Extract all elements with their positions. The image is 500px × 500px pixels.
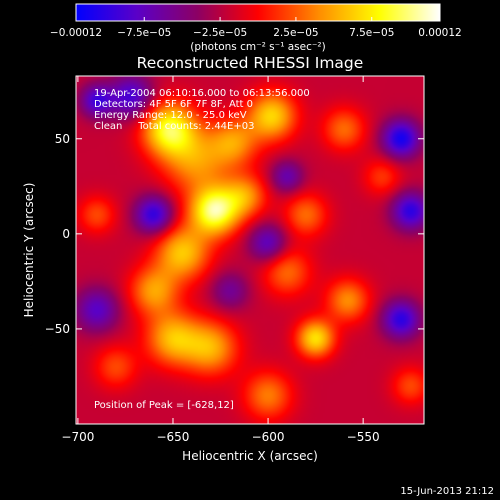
- colorbar-units: (photons cm⁻² s⁻¹ asec⁻²): [190, 41, 325, 53]
- annotation-time-range: 19-Apr-2004 06:10:16.000 to 06:13:56.000: [94, 88, 310, 99]
- y-axis-label: Heliocentric Y (arcsec): [22, 183, 36, 318]
- colorbar-tick-label: 0.00012: [418, 27, 461, 39]
- heatmap-image: [76, 76, 424, 424]
- colorbar-ticks: −0.00012 −7.5e−05 −2.5e−05 2.5e−05 7.5e−05 0.…: [50, 17, 462, 39]
- plot-area: −700 −650 −600 −550 50 0 −50: [45, 75, 425, 444]
- annotation-energy-range: Energy Range: 12.0 - 25.0 keV: [94, 110, 247, 121]
- x-tick-label: −650: [156, 430, 189, 444]
- chart-title: Reconstructed RHESSI Image: [137, 54, 364, 72]
- colorbar-gradient: [75, 3, 441, 22]
- x-axis-label: Heliocentric X (arcsec): [182, 449, 318, 463]
- y-tick-label: 0: [62, 227, 70, 241]
- y-axis: 50 0 −50: [45, 132, 424, 336]
- annotation-total-counts: Clean Total counts: 2.44E+03: [94, 121, 254, 132]
- colorbar-tick-label: −0.00012: [50, 27, 102, 39]
- plot-frame: [75, 75, 425, 425]
- colorbar-tick-label: −2.5e−05: [193, 27, 247, 39]
- colorbar-tick-label: 7.5e−05: [349, 27, 394, 39]
- colorbar: −0.00012 −7.5e−05 −2.5e−05 2.5e−05 7.5e−05 0.…: [50, 3, 462, 53]
- x-axis: −700 −650 −600 −550: [61, 76, 380, 444]
- y-tick-label: 50: [55, 132, 70, 146]
- x-tick-label: −700: [61, 430, 94, 444]
- annotation-detectors: Detectors: 4F 5F 6F 7F 8F, Att 0: [94, 99, 253, 110]
- x-tick-label: −550: [347, 430, 380, 444]
- y-tick-label: −50: [45, 322, 70, 336]
- x-tick-label: −600: [252, 430, 285, 444]
- annotation-block: 19-Apr-2004 06:10:16.000 to 06:13:56.000…: [94, 88, 310, 132]
- footer-timestamp: 15-Jun-2013 21:12: [400, 486, 494, 497]
- colorbar-tick-label: 2.5e−05: [273, 27, 318, 39]
- peak-position-label: Position of Peak = [-628,12]: [94, 400, 234, 411]
- colorbar-tick-label: −7.5e−05: [117, 27, 171, 39]
